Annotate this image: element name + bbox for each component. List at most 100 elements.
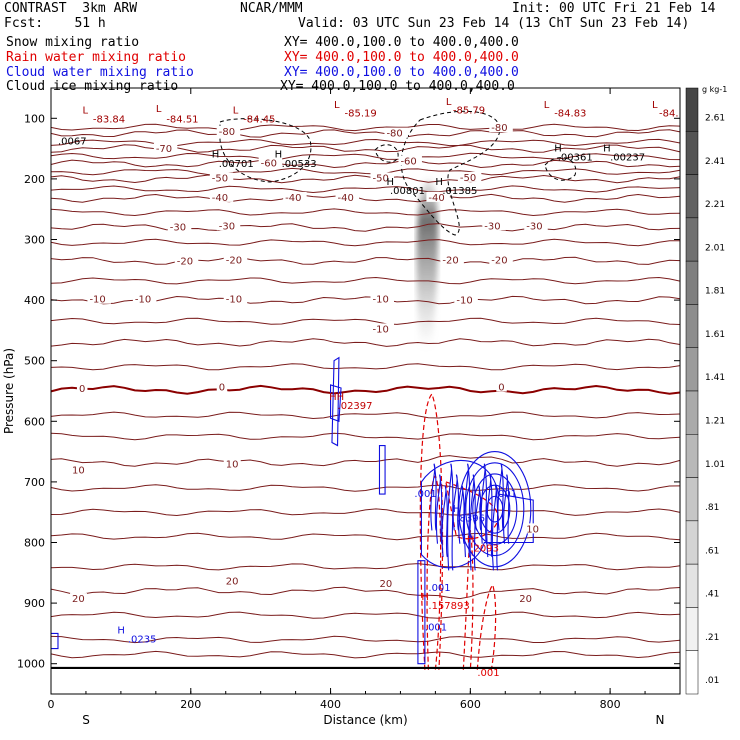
temperature-contour-line xyxy=(50,635,681,644)
colorbar-tick-label: 1.21 xyxy=(705,416,725,426)
temperature-contour-line xyxy=(50,144,681,153)
contour-label-bg xyxy=(384,127,408,138)
extremum-label: .001 xyxy=(477,668,499,679)
colorbar-tick-label: .81 xyxy=(705,503,719,513)
contour-label: -40 xyxy=(338,193,354,204)
temperature-contour-line xyxy=(50,238,681,247)
colorbar-segment xyxy=(685,650,699,695)
rain-contour xyxy=(476,583,497,670)
contour-label-bg xyxy=(524,523,542,534)
south-label: S xyxy=(82,713,90,727)
contour-label: 10 xyxy=(526,524,539,535)
temperature-contour-line xyxy=(50,256,681,265)
temperature-contour-line xyxy=(50,484,681,492)
cloud-water-contour xyxy=(417,560,426,665)
contour-label: -40 xyxy=(212,193,228,204)
cloud-water-contour xyxy=(330,384,342,423)
center-title: NCAR/MMM xyxy=(240,1,303,16)
snow-plume xyxy=(416,178,439,349)
colorbar-segment xyxy=(685,434,699,478)
contour-label: -20 xyxy=(491,255,507,266)
cloud-water-contour xyxy=(452,474,459,531)
contour-label-bg xyxy=(209,172,234,183)
y-tick-label: 600 xyxy=(24,415,45,428)
colorbar-tick-label: 2.61 xyxy=(705,113,725,123)
field-name-rain: Rain water mixing ratio xyxy=(6,50,187,65)
cloud-ice-contour xyxy=(400,110,501,236)
extrema-labels: L-83.84L-84.51L-84.45L-85.19L-85.79 L-84.… xyxy=(58,97,679,679)
cloud-water-contours xyxy=(51,356,534,665)
contour-label-bg xyxy=(524,220,548,231)
cloud-water-contour xyxy=(479,484,511,534)
extremum-label: L xyxy=(652,100,658,111)
contour-label-bg xyxy=(496,381,507,392)
contour-label: -10 xyxy=(456,295,472,306)
colorbar-segment xyxy=(685,390,699,435)
extremum-label: .001 xyxy=(495,489,517,500)
contour-label: 0 xyxy=(498,383,504,394)
contour-label: 20 xyxy=(226,576,239,587)
north-label: N xyxy=(656,713,665,727)
contour-label-bg xyxy=(457,171,482,182)
contour-label-bg xyxy=(440,254,464,265)
extremum-label: .0067 xyxy=(58,136,87,147)
temperature-contour-line xyxy=(50,123,681,132)
contour-label: -20 xyxy=(442,255,458,266)
y-tick-label: 100 xyxy=(24,112,45,125)
contour-label: -50 xyxy=(372,174,388,185)
contour-label: -80 xyxy=(219,127,235,138)
extremum-label: .157893 xyxy=(428,601,469,612)
cloud-water-contour xyxy=(480,463,487,544)
contour-label: -40 xyxy=(285,193,301,204)
temperature-contour-line xyxy=(50,276,681,285)
extremum-label: .0235 xyxy=(128,634,157,645)
cloud-ice-contour xyxy=(219,118,312,183)
extremum-label: -83.84 xyxy=(93,115,125,126)
extremum-label: H xyxy=(453,504,461,515)
cloud-water-contour xyxy=(472,473,518,545)
colorbar-units: g kg-1 xyxy=(702,85,727,94)
extremum-label: -84.83 xyxy=(554,108,586,119)
contour-label-bg xyxy=(398,155,422,166)
extremum-label: H xyxy=(554,144,562,155)
temperature-contour-line xyxy=(50,317,681,325)
extremum-label: H xyxy=(212,150,220,161)
colorbar-tick-label: .21 xyxy=(705,633,719,643)
extremum-label: H xyxy=(275,150,283,161)
extremum-label: H xyxy=(117,625,125,636)
contour-label: -20 xyxy=(177,257,193,268)
colorbar-segment xyxy=(685,87,699,132)
extremum-label: .00701 xyxy=(219,159,254,170)
cloud-water-contour xyxy=(486,495,504,523)
contour-label-bg xyxy=(69,464,87,475)
contour-label: -60 xyxy=(261,158,277,169)
temperature-contour-line xyxy=(50,586,681,600)
temperature-contour-line xyxy=(50,193,681,203)
cloud-water-contour xyxy=(463,463,471,558)
colorbar-segment xyxy=(685,520,699,565)
cloud-water-contour xyxy=(51,632,59,650)
extremum-label: H xyxy=(603,144,611,155)
contour-labels: -80 -80 -80 -70 -60 -60 -50 -50 -50 -40 -40 -40 -40 -… xyxy=(69,122,548,605)
extremum-label: -85.79 xyxy=(453,105,485,116)
temperature-contour-line xyxy=(50,223,681,232)
extremum-label: L xyxy=(233,105,239,116)
cloud-ice-contour xyxy=(544,157,577,181)
contour-label: -30 xyxy=(170,223,186,234)
extremum-label: H xyxy=(386,177,394,188)
temperature-contour-line xyxy=(50,532,681,541)
valid-time: Valid: 03 UTC Sun 23 Feb 14 (13 ChT Sun … xyxy=(298,16,690,31)
extremum-label: .2093 xyxy=(470,544,499,555)
cloud-water-contour xyxy=(430,463,437,531)
cloud-water-contour xyxy=(378,444,386,495)
contour-label: 0 xyxy=(219,383,225,394)
field-name-cloud-water: Cloud water mixing ratio xyxy=(6,65,194,80)
extremum-label: .01385 xyxy=(442,186,477,197)
y-tick-label: 800 xyxy=(24,537,45,550)
field-xy-rain: XY= 400.0,100.0 to 400.0,400.0 xyxy=(284,50,519,65)
contour-label: -10 xyxy=(372,295,388,306)
y-tick-label: 900 xyxy=(24,597,45,610)
contour-label: -10 xyxy=(135,295,151,306)
colorbar-segment xyxy=(685,304,699,348)
contour-label-bg xyxy=(370,172,394,183)
